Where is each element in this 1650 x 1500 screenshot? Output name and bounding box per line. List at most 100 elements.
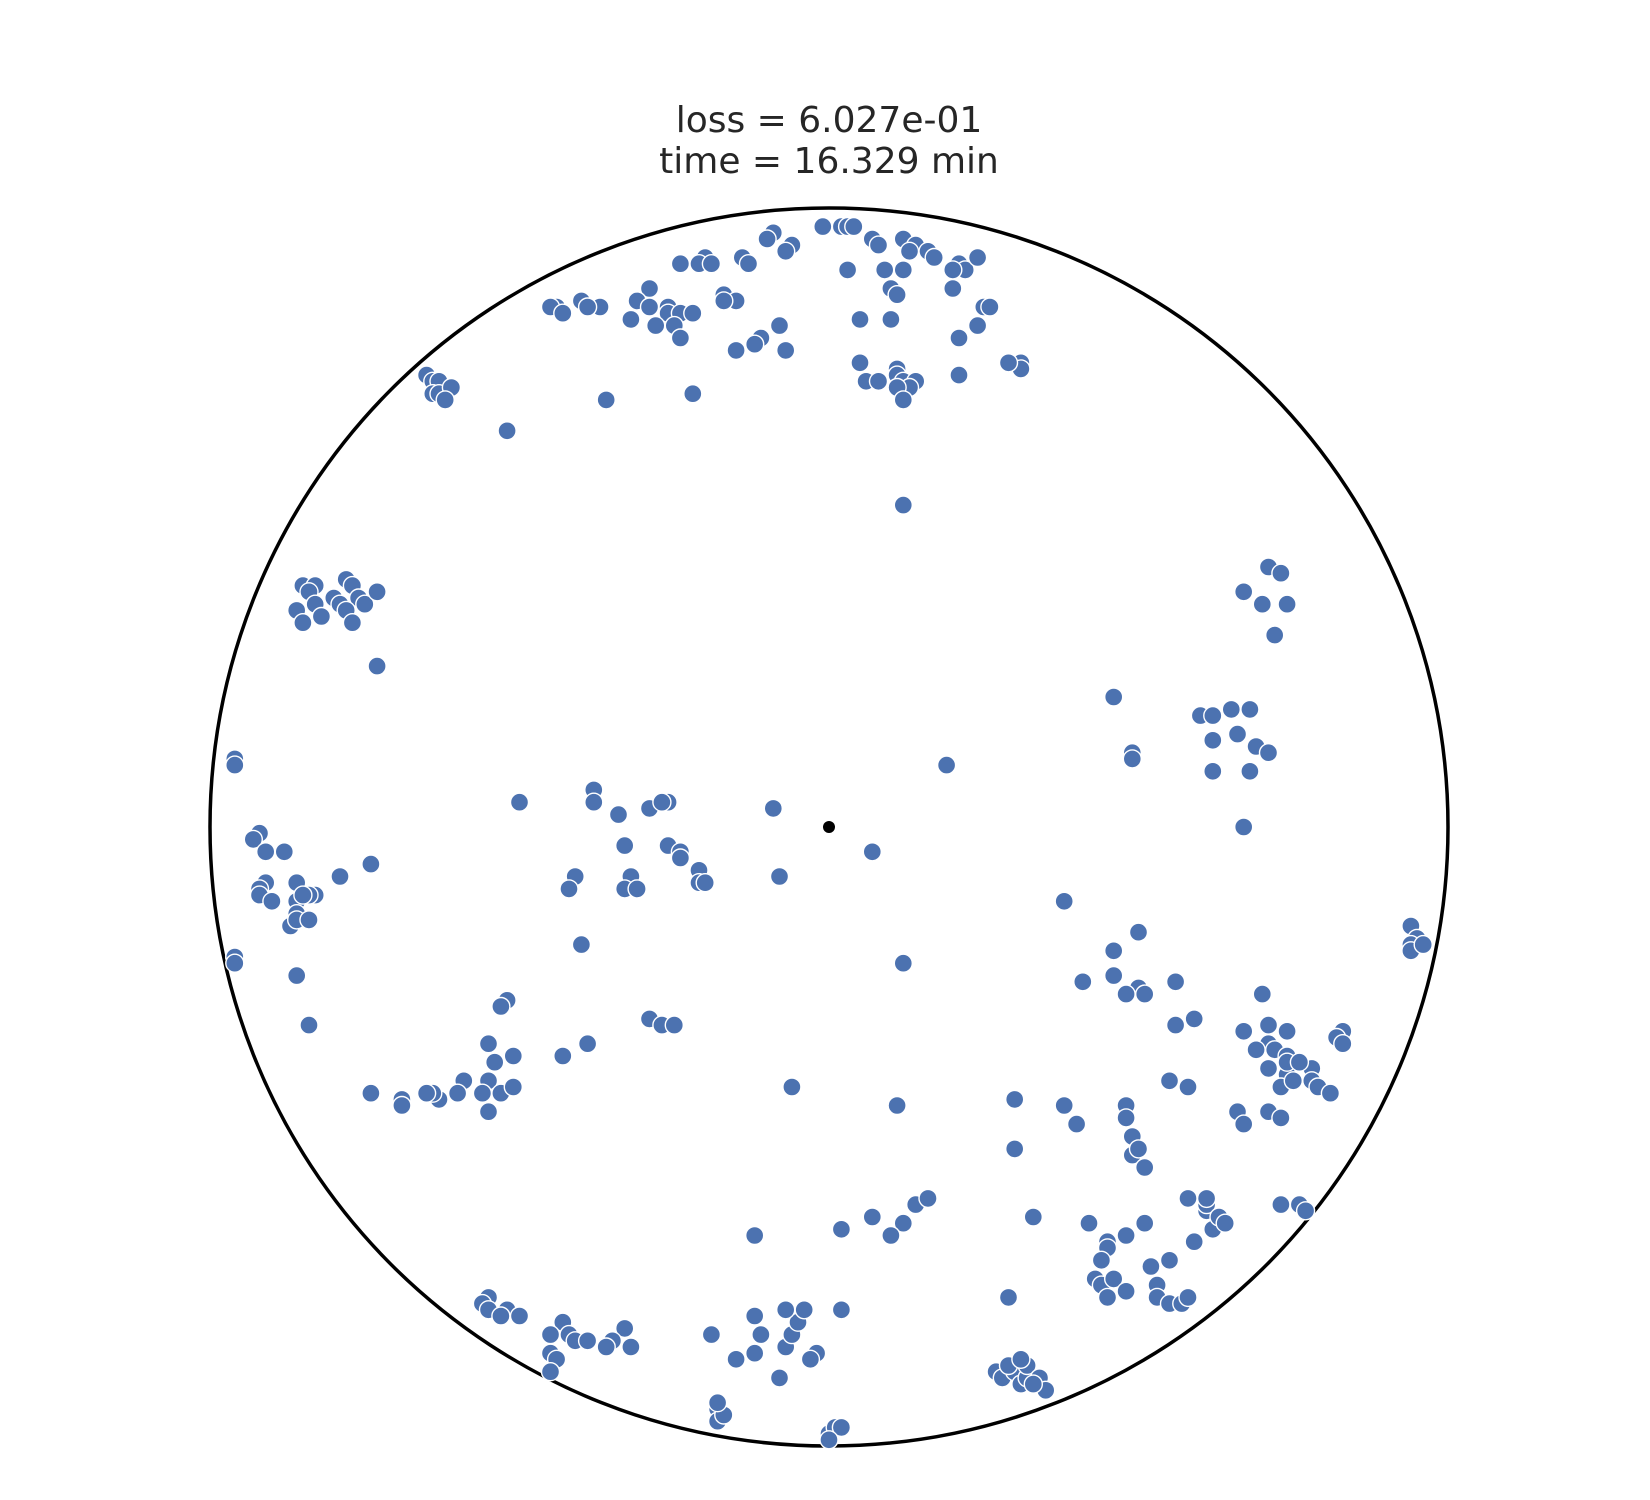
scatter-point bbox=[868, 371, 889, 391]
scatter-point bbox=[1258, 1058, 1279, 1079]
scatter-point bbox=[980, 297, 1000, 317]
scatter-point bbox=[1413, 934, 1433, 955]
scatter-point bbox=[1246, 1040, 1266, 1060]
scatter-point bbox=[497, 421, 517, 441]
scatter-point bbox=[1134, 1213, 1155, 1233]
scatter-point bbox=[1165, 972, 1186, 992]
scatter-point bbox=[1221, 699, 1242, 720]
scatter-point bbox=[330, 866, 350, 887]
scatter-point bbox=[1103, 941, 1124, 961]
scatter-point bbox=[1079, 1213, 1099, 1233]
scatter-point bbox=[726, 1349, 746, 1370]
scatter-point bbox=[615, 1318, 635, 1339]
scatter-point bbox=[1141, 1256, 1161, 1277]
scatter-point bbox=[1203, 730, 1223, 750]
scatter-point bbox=[844, 216, 864, 237]
scatter-point bbox=[1184, 1009, 1204, 1029]
scatter-point bbox=[1264, 625, 1285, 645]
scatter-point bbox=[850, 309, 870, 330]
scatter-point bbox=[435, 390, 455, 410]
scatter-point bbox=[367, 582, 387, 602]
scatter-point bbox=[670, 848, 691, 868]
scatter-point bbox=[509, 792, 530, 812]
scatter-point bbox=[769, 315, 790, 336]
scatter-point bbox=[559, 879, 579, 899]
scatter-point bbox=[627, 879, 647, 899]
scatter-point bbox=[1134, 984, 1155, 1004]
scatter-point bbox=[936, 755, 957, 775]
scatter-point bbox=[776, 241, 796, 262]
scatter-point bbox=[287, 965, 307, 986]
scatter-point bbox=[875, 260, 895, 280]
scatter-point bbox=[745, 1343, 765, 1363]
scatter-point bbox=[256, 842, 276, 862]
scatter-point bbox=[1277, 1021, 1297, 1042]
scatter-point bbox=[757, 229, 777, 249]
scatter-point bbox=[1215, 1213, 1235, 1233]
scatter-point bbox=[893, 1213, 913, 1233]
scatter-point bbox=[819, 1430, 839, 1450]
scatter-point bbox=[1054, 891, 1074, 911]
scatter-point bbox=[1227, 724, 1248, 744]
scatter-point bbox=[1103, 1269, 1124, 1289]
scatter-point bbox=[1240, 761, 1260, 781]
scatter-point bbox=[1134, 1157, 1155, 1178]
scatter-point bbox=[367, 656, 387, 676]
scatter-point bbox=[299, 910, 319, 930]
scatter-point bbox=[1184, 1231, 1204, 1252]
scatter-point bbox=[1271, 1108, 1291, 1128]
scatter-point bbox=[862, 1207, 882, 1227]
scatter-point bbox=[361, 1083, 381, 1103]
scatter-point bbox=[813, 216, 833, 237]
scatter-point bbox=[831, 1300, 852, 1320]
scatter-point bbox=[571, 934, 592, 955]
scatter-point bbox=[274, 842, 294, 862]
scatter-point bbox=[447, 1083, 468, 1103]
scatter-point bbox=[1271, 563, 1291, 583]
scatter-point bbox=[893, 495, 913, 515]
scatter-point bbox=[1122, 749, 1143, 769]
scatter-point bbox=[503, 1077, 523, 1097]
scatter-point bbox=[763, 798, 783, 819]
scatter-point bbox=[485, 1052, 505, 1072]
scatter-point bbox=[1178, 1287, 1198, 1308]
scatter-point bbox=[503, 1046, 523, 1066]
scatter-point bbox=[664, 1015, 684, 1035]
scatter-point bbox=[1116, 1108, 1136, 1128]
scatter-point bbox=[918, 1188, 938, 1209]
scatter-point bbox=[361, 854, 381, 874]
scatter-point bbox=[1233, 582, 1254, 602]
scatter-point bbox=[1178, 1077, 1198, 1097]
scatter-point bbox=[491, 996, 511, 1017]
scatter-point bbox=[293, 885, 313, 905]
scatter-point bbox=[1097, 1287, 1118, 1308]
scatter-point bbox=[577, 297, 598, 317]
scatter-point bbox=[311, 606, 332, 627]
scatter-point bbox=[262, 891, 282, 911]
scatter-point bbox=[695, 873, 715, 893]
scatter-point bbox=[577, 1331, 598, 1351]
scatter-point bbox=[1283, 1071, 1304, 1091]
scatter-point bbox=[881, 309, 901, 330]
scatter-point bbox=[998, 353, 1019, 373]
scatter-point bbox=[1023, 1374, 1044, 1394]
scatter-point bbox=[1116, 1281, 1136, 1302]
scatter-point bbox=[1165, 1015, 1186, 1035]
scatter-point bbox=[670, 328, 691, 348]
scatter-point bbox=[652, 792, 672, 812]
scatter-point bbox=[683, 303, 703, 323]
scatter-point bbox=[1203, 761, 1223, 781]
scatter-point bbox=[1203, 705, 1223, 726]
scatter-point bbox=[342, 613, 363, 633]
scatter-point bbox=[893, 260, 913, 280]
scatter-point bbox=[1289, 1052, 1310, 1072]
scatter-point bbox=[1116, 984, 1136, 1004]
scatter-point bbox=[225, 953, 245, 973]
scatter-point bbox=[1252, 984, 1273, 1004]
scatter-point bbox=[1295, 1201, 1316, 1221]
data-points-group bbox=[225, 216, 1433, 1450]
scatter-point bbox=[881, 1225, 901, 1246]
scatter-point bbox=[943, 278, 963, 299]
scatter-point bbox=[225, 755, 245, 775]
scatter-point bbox=[1159, 1250, 1180, 1271]
